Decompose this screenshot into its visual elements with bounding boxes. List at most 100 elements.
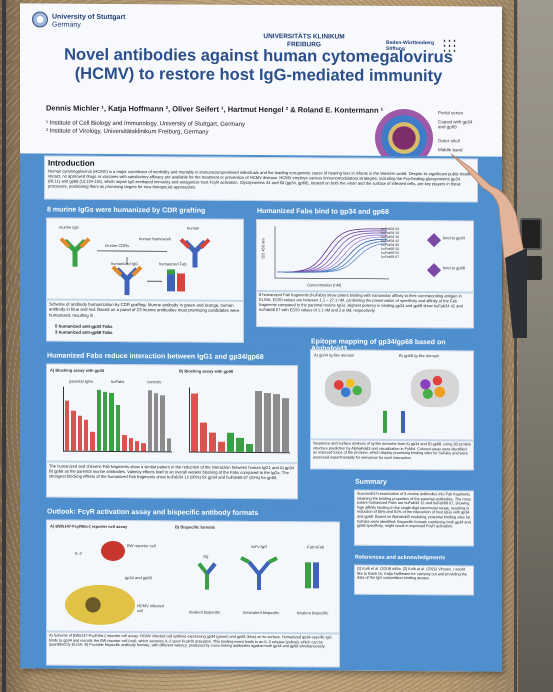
blocking-bar <box>254 391 262 453</box>
gp68-structure-image <box>411 369 459 408</box>
blocking-bar <box>227 432 235 452</box>
blocking-caption: The humanized and chimeric Fab fragments… <box>49 463 295 481</box>
poster-title: Novel antibodies against human cytomegal… <box>56 46 461 87</box>
antibody-scheme-svg <box>59 237 211 296</box>
gp68-binding-icon <box>426 263 442 278</box>
blocking-bar <box>245 444 253 452</box>
blocking-bar <box>141 443 146 452</box>
blocking-bar <box>191 393 199 452</box>
stuttgart-country: Germany <box>52 21 81 29</box>
blocking-bar <box>263 393 271 453</box>
infected-cell-label: HCMV infected cell <box>137 603 164 614</box>
introduction-panel: Introduction Human cytomegalovirus (HCMV… <box>44 155 478 203</box>
infected-cell-icon <box>65 584 135 626</box>
section-outlook-title: Outlook: FcγR activation assay and bispe… <box>47 508 259 517</box>
blocking-bar <box>109 393 114 451</box>
binding-x-label: Concentration (nM) <box>307 282 342 288</box>
label-human-framework: human framework <box>139 236 172 242</box>
blocking-chart-panel: A) Blocking assay with gp34 B) Blocking … <box>46 363 298 464</box>
binding-y-label: OD 450 nm <box>260 238 266 259</box>
murine-igg-icon <box>59 237 91 267</box>
legend-item: huFab68 67 <box>381 254 400 259</box>
board-frame <box>2 0 517 692</box>
binding-chart-panel: OD 450 nm Concentration (nM) huFab34 09 … <box>256 218 474 293</box>
door-handle <box>520 218 542 250</box>
blocking-bar <box>153 393 159 452</box>
blocking-b-title: B) Blocking assay with gp68 <box>179 368 234 374</box>
blocking-a-title: A) Blocking assay with gp34 <box>50 367 105 373</box>
section-humanization: 8 murine IgGs were humanized by CDR graf… <box>42 203 246 345</box>
human-igg-icon <box>179 238 211 268</box>
introduction-text: Human cytomegalovirus (HCMV) is a major … <box>48 168 472 190</box>
il2-label: IL-2 <box>75 550 82 556</box>
section-outlook: Outlook: FcγR activation assay and bispe… <box>42 505 342 668</box>
binding-legend: huFab34 09 huFab34 26 huFab34 30 huFab34… <box>381 227 421 259</box>
group-parental: parental IgGs <box>69 378 94 384</box>
references-box: [1] Kolb et al. (2019) mBio. [2] Kolb et… <box>354 564 474 596</box>
epitope-a-label: A) gp34 Ig-like domain <box>314 352 355 358</box>
bullet-gp68-fabs: 3 humanized anti-gp68 Fabs <box>55 329 113 335</box>
stuttgart-emblem-icon <box>32 11 48 28</box>
title-line-2: (HCMV) to restore host IgG-mediated immu… <box>74 64 443 86</box>
label-humanized-igg: humanized IgG <box>111 260 139 267</box>
binding-curves <box>276 228 388 273</box>
blocking-bar <box>209 432 217 452</box>
blocking-bar <box>65 400 70 451</box>
blocking-bar <box>77 415 83 451</box>
section-epitope: Epitope mapping of gp34/gp68 based on Al… <box>306 335 476 473</box>
blocking-bar <box>96 390 102 451</box>
section-blocking-title: Humanized Fabs reduce interaction betwee… <box>47 352 264 362</box>
blocking-bar <box>281 397 289 453</box>
virus-label-outer: Outer shell <box>438 138 460 144</box>
epitope-b-label: B) gp68 Ig-like domain <box>399 352 440 359</box>
blocking-bar <box>128 438 133 452</box>
binding-curve <box>277 236 388 273</box>
section-references: References and acknowledgments [1] Kolb … <box>350 551 476 597</box>
blocking-bar <box>218 442 226 452</box>
humanization-caption: Scheme of antibody humanization by CDR g… <box>49 301 240 318</box>
humanization-caption-box: Scheme of antibody humanization by CDR g… <box>46 299 244 343</box>
blocking-chart-gp34 <box>63 386 172 453</box>
section-blocking: Humanized Fabs reduce interaction betwee… <box>42 349 300 502</box>
blocking-bar <box>166 438 171 452</box>
blocking-bar <box>272 394 280 453</box>
room-background-right <box>518 0 553 692</box>
humanized-fab-icon <box>167 269 185 292</box>
blocking-bar <box>71 411 76 451</box>
outlook-a-title: A) BW5147-FcγRIIIa-ζ reporter cell assay <box>50 523 128 530</box>
epitope-caption: Sequence and surface analysis of Ig-like… <box>313 441 471 460</box>
format-scfv-igg: scFv-IgG <box>251 543 268 550</box>
blocking-bar <box>134 441 140 452</box>
summary-text: Successful humanization of 8 murine anti… <box>357 491 471 529</box>
group-controls: controls <box>147 379 162 385</box>
section-binding-title: Humanized Fabs bind to gp34 and gp68 <box>257 207 389 216</box>
blocking-bar <box>200 422 208 452</box>
label-humanized-fab: humanized Fab <box>159 261 187 267</box>
scientific-poster: University of Stuttgart Germany UNIVERSI… <box>20 3 502 672</box>
reporter-cell-label: BW reporter cell <box>127 543 156 549</box>
format-sub-1: bivalent bispecific <box>189 609 221 615</box>
gp34-binding-icon <box>426 233 442 248</box>
gp34-structure-image <box>325 370 371 407</box>
label-murine-igg: murine IgG <box>59 224 79 230</box>
blocking-caption-box: The humanized and chimeric Fab fragments… <box>46 461 298 500</box>
bullet-gp34-fabs: 5 humanized anti-gp34 Fabs <box>55 323 113 329</box>
door-lock <box>524 256 542 280</box>
blocking-bar <box>115 404 121 452</box>
format-fab-sfab: Fab-sFab <box>307 544 325 550</box>
section-humanization-title: 8 murine IgGs were humanized by CDR graf… <box>47 206 206 215</box>
virus-label-portal: Portal vertex <box>438 110 464 116</box>
label-murine-cdrs: murine CDRs <box>105 242 130 249</box>
blocking-bar <box>147 390 152 452</box>
epitope-antibody-icon <box>383 410 405 434</box>
section-summary-title: Summary <box>355 478 387 486</box>
outlook-caption: A) Scheme of BW5147-FcγRIIIa-ζ reporter … <box>49 633 332 649</box>
references-text: [1] Kolb et al. (2019) mBio. [2] Kolb et… <box>357 566 467 581</box>
reporter-cell-icon <box>101 540 125 562</box>
outlook-figure: A) BW5147-FcγRIIIa-ζ reporter cell assay… <box>46 519 340 634</box>
section-references-title: References and acknowledgments <box>355 554 446 562</box>
humanization-figure: murine IgG murine CDRs human framework h… <box>46 217 244 301</box>
binding-caption: 8 humanized Fab fragments (huFabs) show … <box>259 292 463 313</box>
blocking-bar <box>90 431 95 451</box>
blocking-bar <box>103 392 108 451</box>
